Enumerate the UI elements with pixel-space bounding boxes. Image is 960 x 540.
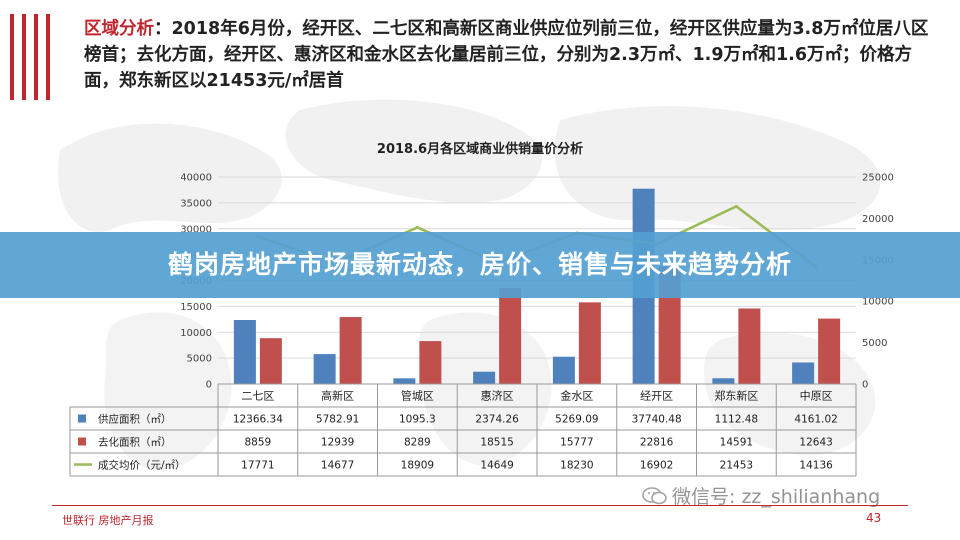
category-label: 高新区 [321, 389, 354, 403]
table-cell: 21453 [720, 460, 753, 472]
table-cell: 5269.09 [555, 414, 598, 426]
table-cell: 14591 [720, 437, 753, 449]
chart-title: 2018.6月各区域商业供销量价分析 [376, 142, 584, 157]
table-cell: 18909 [401, 460, 434, 472]
supply-bar [393, 378, 416, 384]
headline-label: 区域分析 [84, 19, 154, 39]
banner-title: 鹤岗房地产市场最新动态，房价、销售与未来趋势分析 [167, 250, 792, 279]
table-cell: 2374.26 [475, 414, 519, 426]
category-label: 管城区 [401, 389, 434, 403]
table-cell: 12643 [799, 437, 832, 449]
table-cell: 8289 [404, 437, 431, 449]
category-label: 中原区 [800, 390, 833, 403]
table-cell: 12366.34 [233, 414, 283, 426]
price-point [415, 225, 419, 229]
y-right-tick-label: 0 [862, 380, 868, 391]
category-label: 经开区 [640, 390, 673, 403]
legend-label: 去化面积（㎡） [98, 436, 172, 449]
table-cell: 18515 [480, 437, 513, 449]
title-banner: 鹤岗房地产市场最新动态，房价、销售与未来趋势分析 [0, 232, 960, 298]
table-cell: 1095.3 [399, 414, 436, 426]
y-left-tick-label: 30000 [180, 224, 212, 235]
table-cell: 4161.02 [794, 414, 837, 426]
category-label: 二七区 [241, 390, 274, 403]
table-cell: 18230 [560, 460, 593, 472]
table-cell: 15777 [560, 437, 593, 449]
category-label: 金水区 [560, 389, 593, 403]
sales-bar [578, 302, 601, 384]
sales-bar [499, 288, 522, 384]
supply-bar [552, 356, 575, 384]
sales-bar [419, 341, 442, 384]
legend-swatch [78, 437, 86, 446]
supply-bar [792, 362, 815, 384]
category-label: 郑东新区 [714, 389, 758, 403]
y-right-tick-label: 20000 [862, 214, 894, 225]
page-number: 43 [866, 511, 882, 525]
y-left-tick-label: 15000 [180, 302, 212, 313]
y-right-tick-label: 5000 [862, 338, 887, 349]
supply-bar [233, 320, 256, 384]
footer-logo: 世联行 房地产月报 [62, 514, 154, 527]
y-left-tick-label: 5000 [187, 354, 212, 365]
table-cell: 16902 [640, 460, 673, 472]
table-cell: 8859 [245, 437, 272, 449]
table-cell: 14677 [321, 460, 354, 472]
category-label: 惠济区 [481, 389, 514, 403]
legend-label: 成交均价（元/㎡） [98, 459, 186, 472]
headline: 区域分析：2018年6月份，经开区、二七区和高新区商业供应位列前三位，经开区供应… [84, 16, 944, 94]
supply-bar [313, 354, 336, 384]
legend-swatch [78, 414, 86, 423]
table-cell: 14136 [799, 460, 833, 472]
wechat-icon [642, 487, 667, 505]
sales-bar [738, 308, 761, 384]
y-right-tick-label: 10000 [862, 297, 894, 308]
price-point [734, 204, 738, 208]
supply-bar [712, 378, 735, 384]
table-cell: 1112.48 [715, 414, 758, 426]
sales-bar [818, 318, 841, 384]
wechat-watermark: 微信号: zz_shilianhang [642, 482, 880, 509]
y-left-tick-label: 40000 [180, 173, 212, 184]
supply-bar [473, 371, 496, 384]
table-cell: 5782.91 [316, 414, 359, 426]
legend-label: 供应面积（㎡） [98, 413, 172, 426]
headline-text: ：2018年6月份，经开区、二七区和高新区商业供应位列前三位，经开区供应量为3.… [84, 19, 929, 91]
table-cell: 17771 [241, 460, 274, 472]
table-cell: 12939 [321, 437, 354, 449]
table-cell: 22816 [640, 437, 674, 449]
table-cell: 37740.48 [632, 414, 682, 426]
table-cell: 14649 [480, 460, 513, 472]
wechat-id: 微信号: zz_shilianhang [672, 486, 881, 508]
y-left-tick-label: 0 [206, 380, 212, 391]
footer-divider [52, 505, 908, 506]
sales-bar [259, 338, 282, 384]
decorative-red-bars [8, 14, 54, 100]
y-right-tick-label: 25000 [862, 173, 894, 184]
y-left-tick-label: 35000 [180, 198, 212, 209]
y-left-tick-label: 10000 [180, 328, 212, 339]
sales-bar [339, 317, 362, 384]
